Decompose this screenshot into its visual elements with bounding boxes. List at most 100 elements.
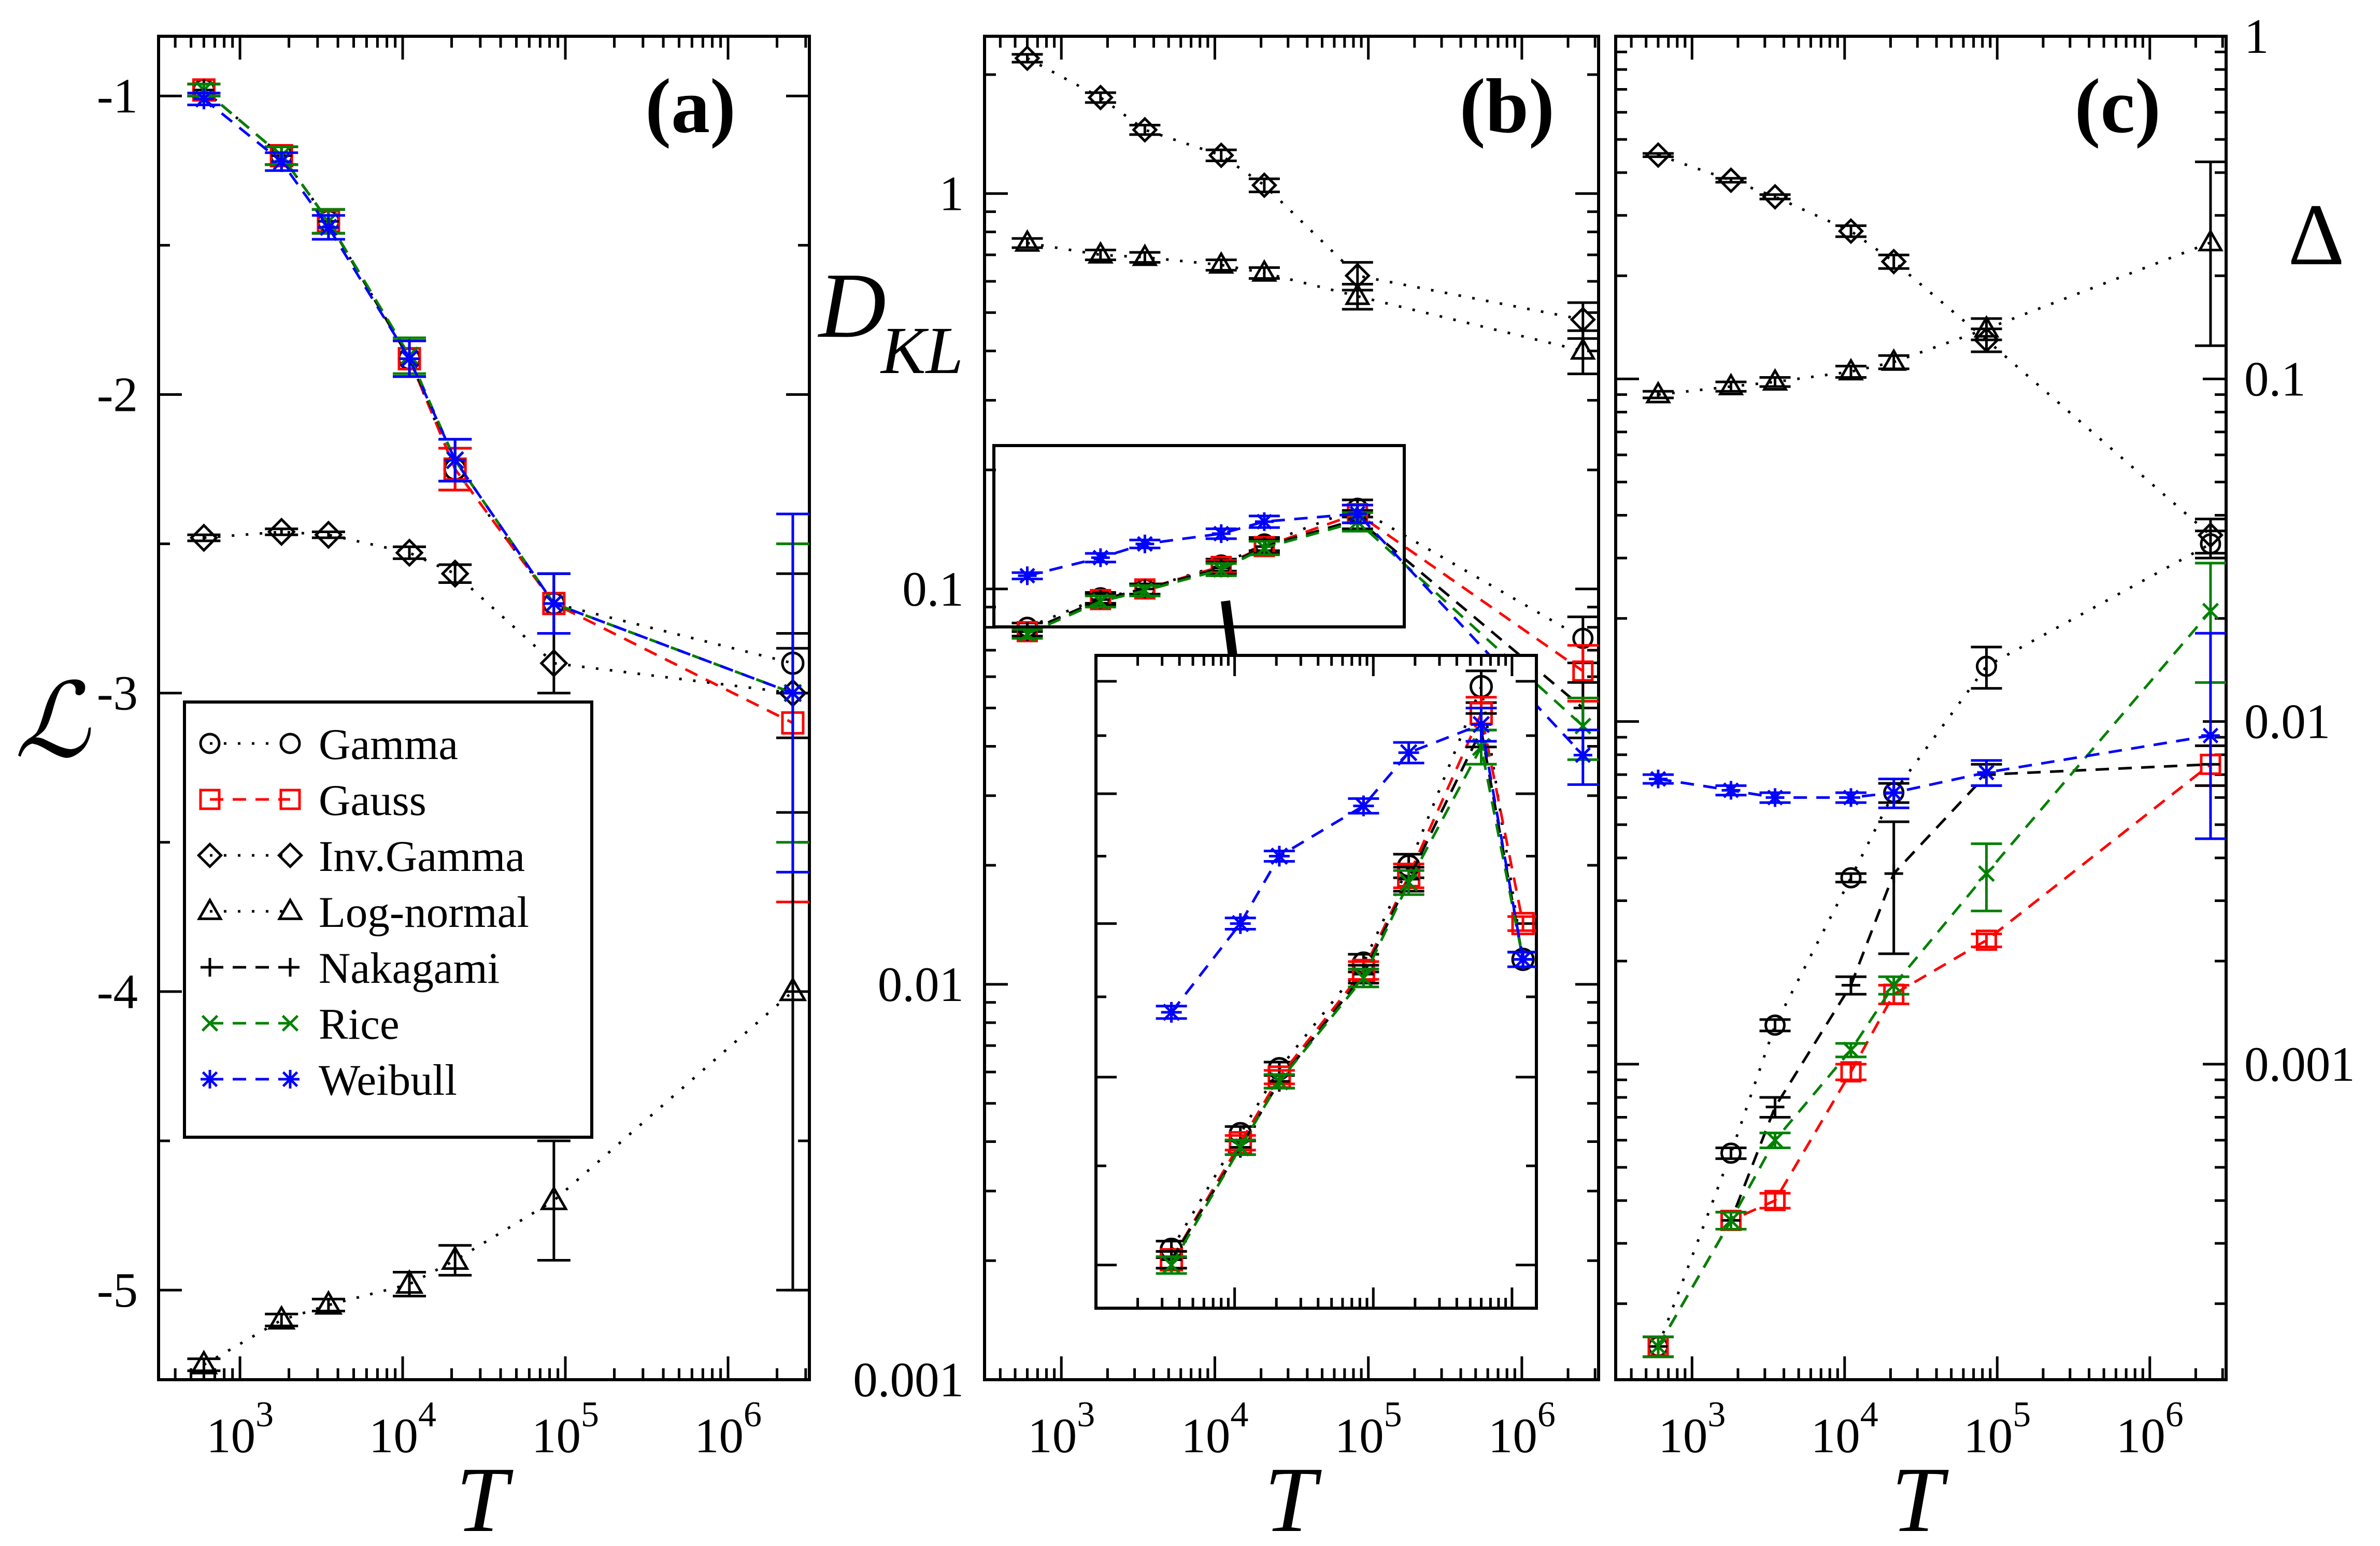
xlabel-b: T bbox=[1264, 1448, 1322, 1546]
series-c bbox=[1643, 142, 2226, 1358]
a-point bbox=[539, 1185, 568, 1210]
legend-label: Nakagami bbox=[319, 944, 500, 993]
a-xtick-exponent: 4 bbox=[418, 1395, 436, 1435]
c-point bbox=[1884, 783, 1903, 802]
legend: Gamma Gauss Inv.Gamma Log-normal Nakagami Ric… bbox=[183, 700, 593, 1139]
c-ytick-label: 1 bbox=[2244, 9, 2269, 64]
a-errorbar bbox=[265, 1312, 298, 1327]
b-point bbox=[1348, 504, 1367, 523]
b-xtick-exponent: 6 bbox=[1537, 1395, 1556, 1435]
b-point bbox=[1208, 142, 1234, 168]
legend-item: Nakagami bbox=[201, 944, 500, 993]
b-point bbox=[1087, 84, 1114, 111]
c-point bbox=[2197, 522, 2224, 549]
xlabel-c: T bbox=[1891, 1448, 1949, 1546]
a-line-weibull bbox=[203, 98, 793, 695]
axis-ticks-b: 103 104 105 106 0.001 0.01 0.1 1 bbox=[853, 36, 1599, 1463]
b-xtick-exponent: 5 bbox=[1384, 1395, 1402, 1435]
b-errorbar bbox=[1205, 148, 1237, 162]
b-point bbox=[1256, 539, 1273, 556]
c-line-rice bbox=[1657, 610, 2212, 1348]
inset-series bbox=[1156, 669, 1536, 1275]
b-point bbox=[1019, 625, 1036, 642]
inset-point bbox=[1230, 913, 1251, 934]
legend-item: Log-normal bbox=[196, 888, 529, 937]
c-point bbox=[2197, 228, 2224, 252]
b-xtick-exponent: 4 bbox=[1230, 1395, 1248, 1435]
c-point bbox=[1884, 864, 1903, 883]
legend-marker bbox=[277, 842, 304, 869]
b-xtick-label: 105 bbox=[1335, 1395, 1402, 1463]
c-point bbox=[1645, 380, 1672, 404]
c-point bbox=[1764, 1014, 1786, 1036]
a-line-gauss bbox=[203, 89, 794, 724]
legend-marker bbox=[196, 897, 223, 920]
inset-point bbox=[1471, 714, 1492, 735]
c-errorbar bbox=[1835, 224, 1866, 238]
b-point bbox=[1092, 593, 1109, 610]
c-point bbox=[1842, 976, 1860, 995]
b-point bbox=[1132, 117, 1158, 143]
c-series-gauss bbox=[1643, 744, 2226, 1358]
a-ytick-label: -1 bbox=[97, 68, 138, 123]
legend-marker bbox=[199, 789, 221, 810]
a-line-invgamma bbox=[204, 531, 793, 695]
c-point bbox=[1718, 373, 1744, 395]
inset-point bbox=[1270, 1072, 1289, 1091]
legend-marker bbox=[277, 897, 304, 920]
c-errorbar bbox=[2194, 160, 2226, 347]
b-xtick-label: 103 bbox=[1028, 1395, 1095, 1463]
a-xtick-label: 103 bbox=[206, 1395, 274, 1463]
a-line-nakagami bbox=[203, 89, 793, 695]
legend-marker bbox=[281, 1014, 299, 1032]
panel-label-b: (b) bbox=[1460, 63, 1555, 149]
c-point bbox=[1645, 142, 1672, 168]
c-point bbox=[1842, 788, 1860, 807]
c-point bbox=[1837, 357, 1864, 381]
legend-box bbox=[183, 700, 593, 1139]
a-errorbar bbox=[393, 545, 426, 560]
inset-frame bbox=[1094, 654, 1538, 1310]
ylabel-b: D KL bbox=[817, 254, 963, 388]
a-point bbox=[318, 217, 339, 238]
a-point bbox=[314, 1290, 343, 1315]
a-point bbox=[193, 89, 215, 110]
series-a bbox=[187, 78, 809, 1375]
a-point bbox=[190, 1350, 218, 1375]
plot-frame-a bbox=[157, 35, 811, 1381]
a-ytick-label: -4 bbox=[97, 964, 138, 1019]
b-ytick-label: 0.01 bbox=[878, 957, 964, 1012]
legend-marker bbox=[196, 842, 223, 869]
c-errorbar bbox=[1835, 872, 1866, 884]
a-point bbox=[395, 1269, 424, 1294]
a-xtick-label: 105 bbox=[532, 1395, 599, 1463]
legend-marker bbox=[281, 1070, 300, 1089]
plot-frame-c bbox=[1614, 35, 2228, 1381]
inset-point bbox=[1231, 1138, 1250, 1157]
zoom-box bbox=[992, 444, 1406, 628]
legend-item: Gamma bbox=[199, 720, 458, 769]
c-errorbar bbox=[1643, 390, 1674, 399]
legend-marker bbox=[201, 1070, 219, 1089]
c-point bbox=[1842, 1041, 1860, 1058]
b-series-gamma bbox=[1011, 497, 1599, 665]
c-errorbar bbox=[1971, 646, 2002, 690]
b-point bbox=[1573, 746, 1592, 765]
c-errorbar bbox=[1878, 820, 1909, 955]
c-point bbox=[1973, 315, 2000, 338]
b-xtick-label: 104 bbox=[1181, 1395, 1248, 1463]
a-series-weibull bbox=[187, 89, 809, 874]
ylabel-b-main: D bbox=[817, 254, 886, 357]
c-series-weibull bbox=[1643, 632, 2226, 840]
xlabel-a: T bbox=[456, 1448, 514, 1546]
c-point bbox=[1880, 248, 1907, 275]
b-errorbar bbox=[1085, 91, 1116, 104]
c-ytick-label: 0.01 bbox=[2244, 694, 2330, 749]
a-ytick-label: -3 bbox=[97, 666, 138, 721]
c-point bbox=[1840, 867, 1862, 889]
b-point bbox=[1572, 660, 1594, 682]
c-series-nakagami bbox=[1643, 744, 2226, 1358]
a-point bbox=[440, 1245, 469, 1270]
inset-point bbox=[1162, 1255, 1181, 1275]
